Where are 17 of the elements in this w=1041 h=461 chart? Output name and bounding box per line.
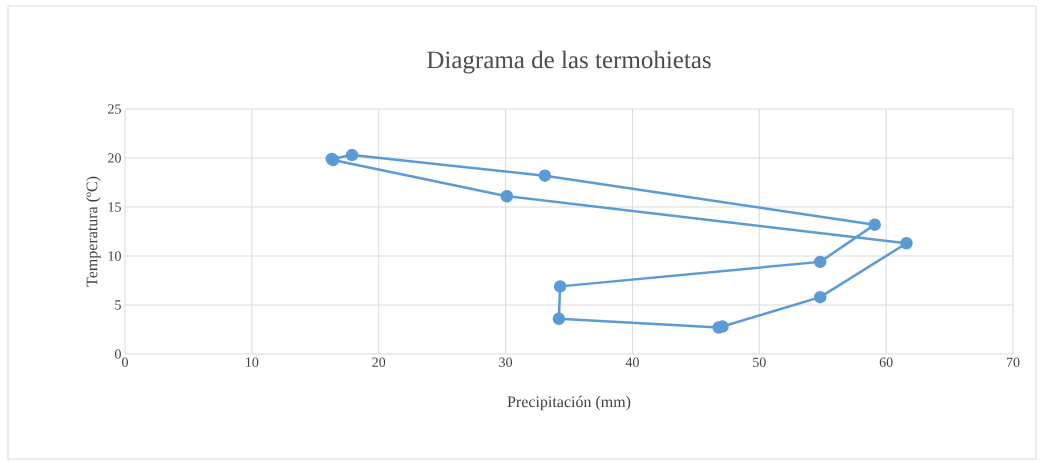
y-axis-title: Temperatura (ºC) — [86, 176, 101, 287]
x-tick-label: 50 — [753, 357, 766, 367]
x-tick-label: 10 — [246, 357, 259, 367]
y-tick-label: 5 — [115, 300, 121, 310]
y-tick-label: 20 — [108, 153, 121, 163]
y-tick-label: 0 — [115, 349, 121, 359]
x-axis-title: Precipitación (mm) — [507, 395, 631, 411]
x-tick-label: 40 — [625, 357, 639, 367]
x-tick-label: 70 — [1006, 357, 1020, 367]
chart-title: Diagrama de las termohietas — [427, 50, 711, 74]
x-tick-label: 30 — [499, 357, 513, 367]
x-tick-label: 0 — [122, 357, 128, 367]
y-tick-label: 10 — [108, 251, 121, 261]
y-tick-label: 25 — [108, 104, 121, 114]
x-tick-label: 20 — [372, 357, 386, 367]
y-tick-label: 15 — [108, 202, 121, 212]
x-tick-label: 60 — [879, 357, 893, 367]
